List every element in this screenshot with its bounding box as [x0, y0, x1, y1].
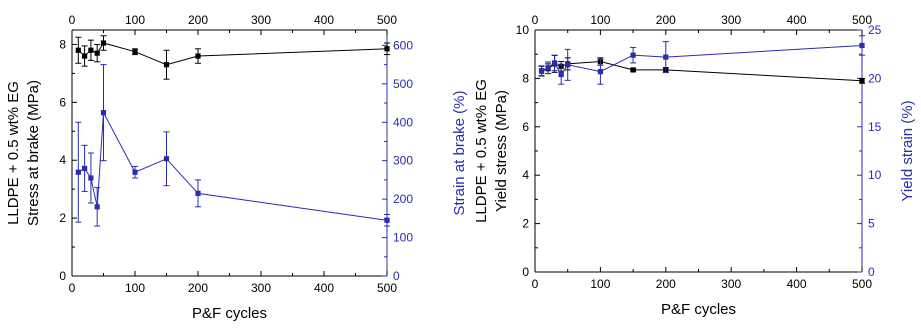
left-chart-series-right-point	[132, 169, 138, 175]
left-chart-y2-tick-label: 500	[393, 77, 413, 91]
left-chart-series-left-point	[100, 40, 107, 46]
left-chart-series-right-point	[75, 169, 81, 175]
right-chart	[534, 29, 865, 273]
left-chart-series-right-point	[88, 175, 94, 181]
right-chart-y-tick-label: 0	[522, 265, 529, 279]
right-chart-series-left-point	[859, 78, 865, 84]
right-chart-x-top-tick-label: 500	[852, 13, 872, 27]
right-chart-series-right-point	[859, 42, 865, 49]
left-chart-series-right-point	[195, 190, 201, 196]
right-chart-x-top-tick-label: 0	[532, 13, 539, 27]
right-chart-x-tick-label: 100	[590, 277, 610, 291]
right-chart-y-axis-title-line: Yield stress (MPa)	[493, 90, 510, 212]
right-chart-x-top-tick-label: 100	[590, 13, 610, 27]
right-chart-series-right-point	[663, 54, 669, 60]
right-chart-y-tick-label: 4	[522, 168, 529, 182]
right-chart-y-axis-title-line: LLDPE + 0.5 wt% EG	[473, 79, 490, 223]
right-chart-x-axis-title: P&F cycles	[661, 301, 736, 318]
right-chart-y-tick-label: 8	[522, 71, 529, 85]
right-chart-y2-tick-label: 15	[868, 120, 882, 134]
left-chart-y2-tick-label: 600	[393, 38, 413, 52]
left-chart-series-right-point	[163, 156, 170, 162]
right-chart-y-tick-label: 2	[522, 217, 529, 231]
left-chart-y-tick-label: 8	[59, 37, 66, 51]
left-chart-series-left-point	[75, 47, 81, 53]
left-chart-series-right-line	[78, 110, 388, 221]
left-chart-series-left-line	[77, 42, 388, 66]
left-chart-x-top-tick-label: 400	[314, 13, 334, 27]
right-chart-series-right-point	[545, 65, 551, 71]
right-chart-series-right-point	[597, 69, 603, 75]
left-chart-y-tick-label: 0	[59, 269, 66, 283]
right-chart-series-right-point	[630, 52, 636, 58]
left-chart-series-left-point	[163, 62, 170, 68]
left-chart-x-tick-label: 0	[69, 281, 76, 295]
left-chart-series-left-point	[195, 53, 201, 59]
left-chart-y-axis-title-line: Stress at brake (MPa)	[25, 80, 42, 226]
right-chart-x-top-tick-label: 400	[787, 13, 807, 27]
left-chart-x-tick-label: 100	[125, 281, 145, 295]
right-chart-series-left-line	[541, 60, 863, 82]
left-chart-x-top-tick-label: 100	[125, 13, 145, 27]
right-chart-y2-tick-label: 25	[868, 23, 882, 37]
left-chart-series-left-point	[82, 53, 88, 59]
left-chart-y-tick-label: 6	[59, 95, 66, 109]
right-chart-series-right-point	[558, 71, 564, 78]
right-chart-y2-axis-title: Yield strain (%)	[899, 100, 916, 201]
left-chart-x-top-tick-label: 200	[188, 13, 208, 27]
left-chart-y2-tick-label: 200	[393, 192, 413, 206]
left-chart-x-tick-label: 500	[377, 281, 397, 295]
right-chart-x-tick-label: 200	[656, 277, 676, 291]
left-chart-y-tick-label: 4	[59, 153, 66, 167]
left-chart-x-top-tick-label: 0	[69, 13, 76, 27]
left-chart-y2-tick-label: 300	[393, 154, 413, 168]
left-chart-x-axis-title: P&F cycles	[192, 305, 267, 322]
left-chart-x-top-tick-label: 300	[251, 13, 271, 27]
left-chart-y-axis-title-line: LLDPE + 0.5 wt% EG	[5, 81, 22, 225]
left-chart-x-tick-label: 400	[314, 281, 334, 295]
left-chart-y2-tick-label: 0	[393, 269, 400, 283]
right-chart-y2-tick-label: 10	[868, 168, 882, 182]
left-chart-x-tick-label: 300	[251, 281, 271, 295]
right-chart-y2-tick-label: 5	[868, 217, 875, 231]
left-chart-series-left-point	[94, 50, 100, 56]
left-chart	[71, 29, 390, 277]
left-chart-series-left-point	[132, 49, 138, 55]
right-chart-series-right-line	[541, 45, 863, 76]
left-chart-series-right-point	[94, 204, 100, 210]
left-chart-y-tick-label: 2	[59, 211, 66, 225]
right-chart-y-tick-label: 10	[516, 23, 530, 37]
left-chart-series-right-point	[100, 110, 107, 116]
left-chart-series-right-point	[384, 217, 390, 223]
left-chart-series-left-point	[384, 46, 390, 52]
right-chart-series-left-point	[630, 67, 636, 73]
right-chart-x-top-tick-label: 200	[656, 13, 676, 27]
right-chart-series-right-point	[565, 62, 571, 68]
left-chart-y2-tick-label: 100	[393, 231, 413, 245]
right-chart-y2-tick-label: 0	[868, 265, 875, 279]
right-chart-y-tick-label: 6	[522, 120, 529, 134]
right-chart-x-tick-label: 500	[852, 277, 872, 291]
right-chart-series-right-point	[552, 60, 558, 66]
left-chart-series-left-point	[88, 47, 94, 53]
left-chart-x-tick-label: 200	[188, 281, 208, 295]
left-chart-series-right-point	[82, 165, 88, 171]
left-chart-y2-tick-label: 400	[393, 115, 413, 129]
right-chart-series-right-point	[538, 68, 545, 74]
right-chart-x-tick-label: 300	[721, 277, 741, 291]
right-chart-y2-tick-label: 20	[868, 71, 882, 85]
left-chart-y2-axis-title: Strain at brake (%)	[451, 90, 468, 215]
left-chart-x-top-tick-label: 500	[377, 13, 397, 27]
right-chart-x-top-tick-label: 300	[721, 13, 741, 27]
right-chart-x-tick-label: 0	[532, 277, 539, 291]
right-chart-x-tick-label: 400	[787, 277, 807, 291]
